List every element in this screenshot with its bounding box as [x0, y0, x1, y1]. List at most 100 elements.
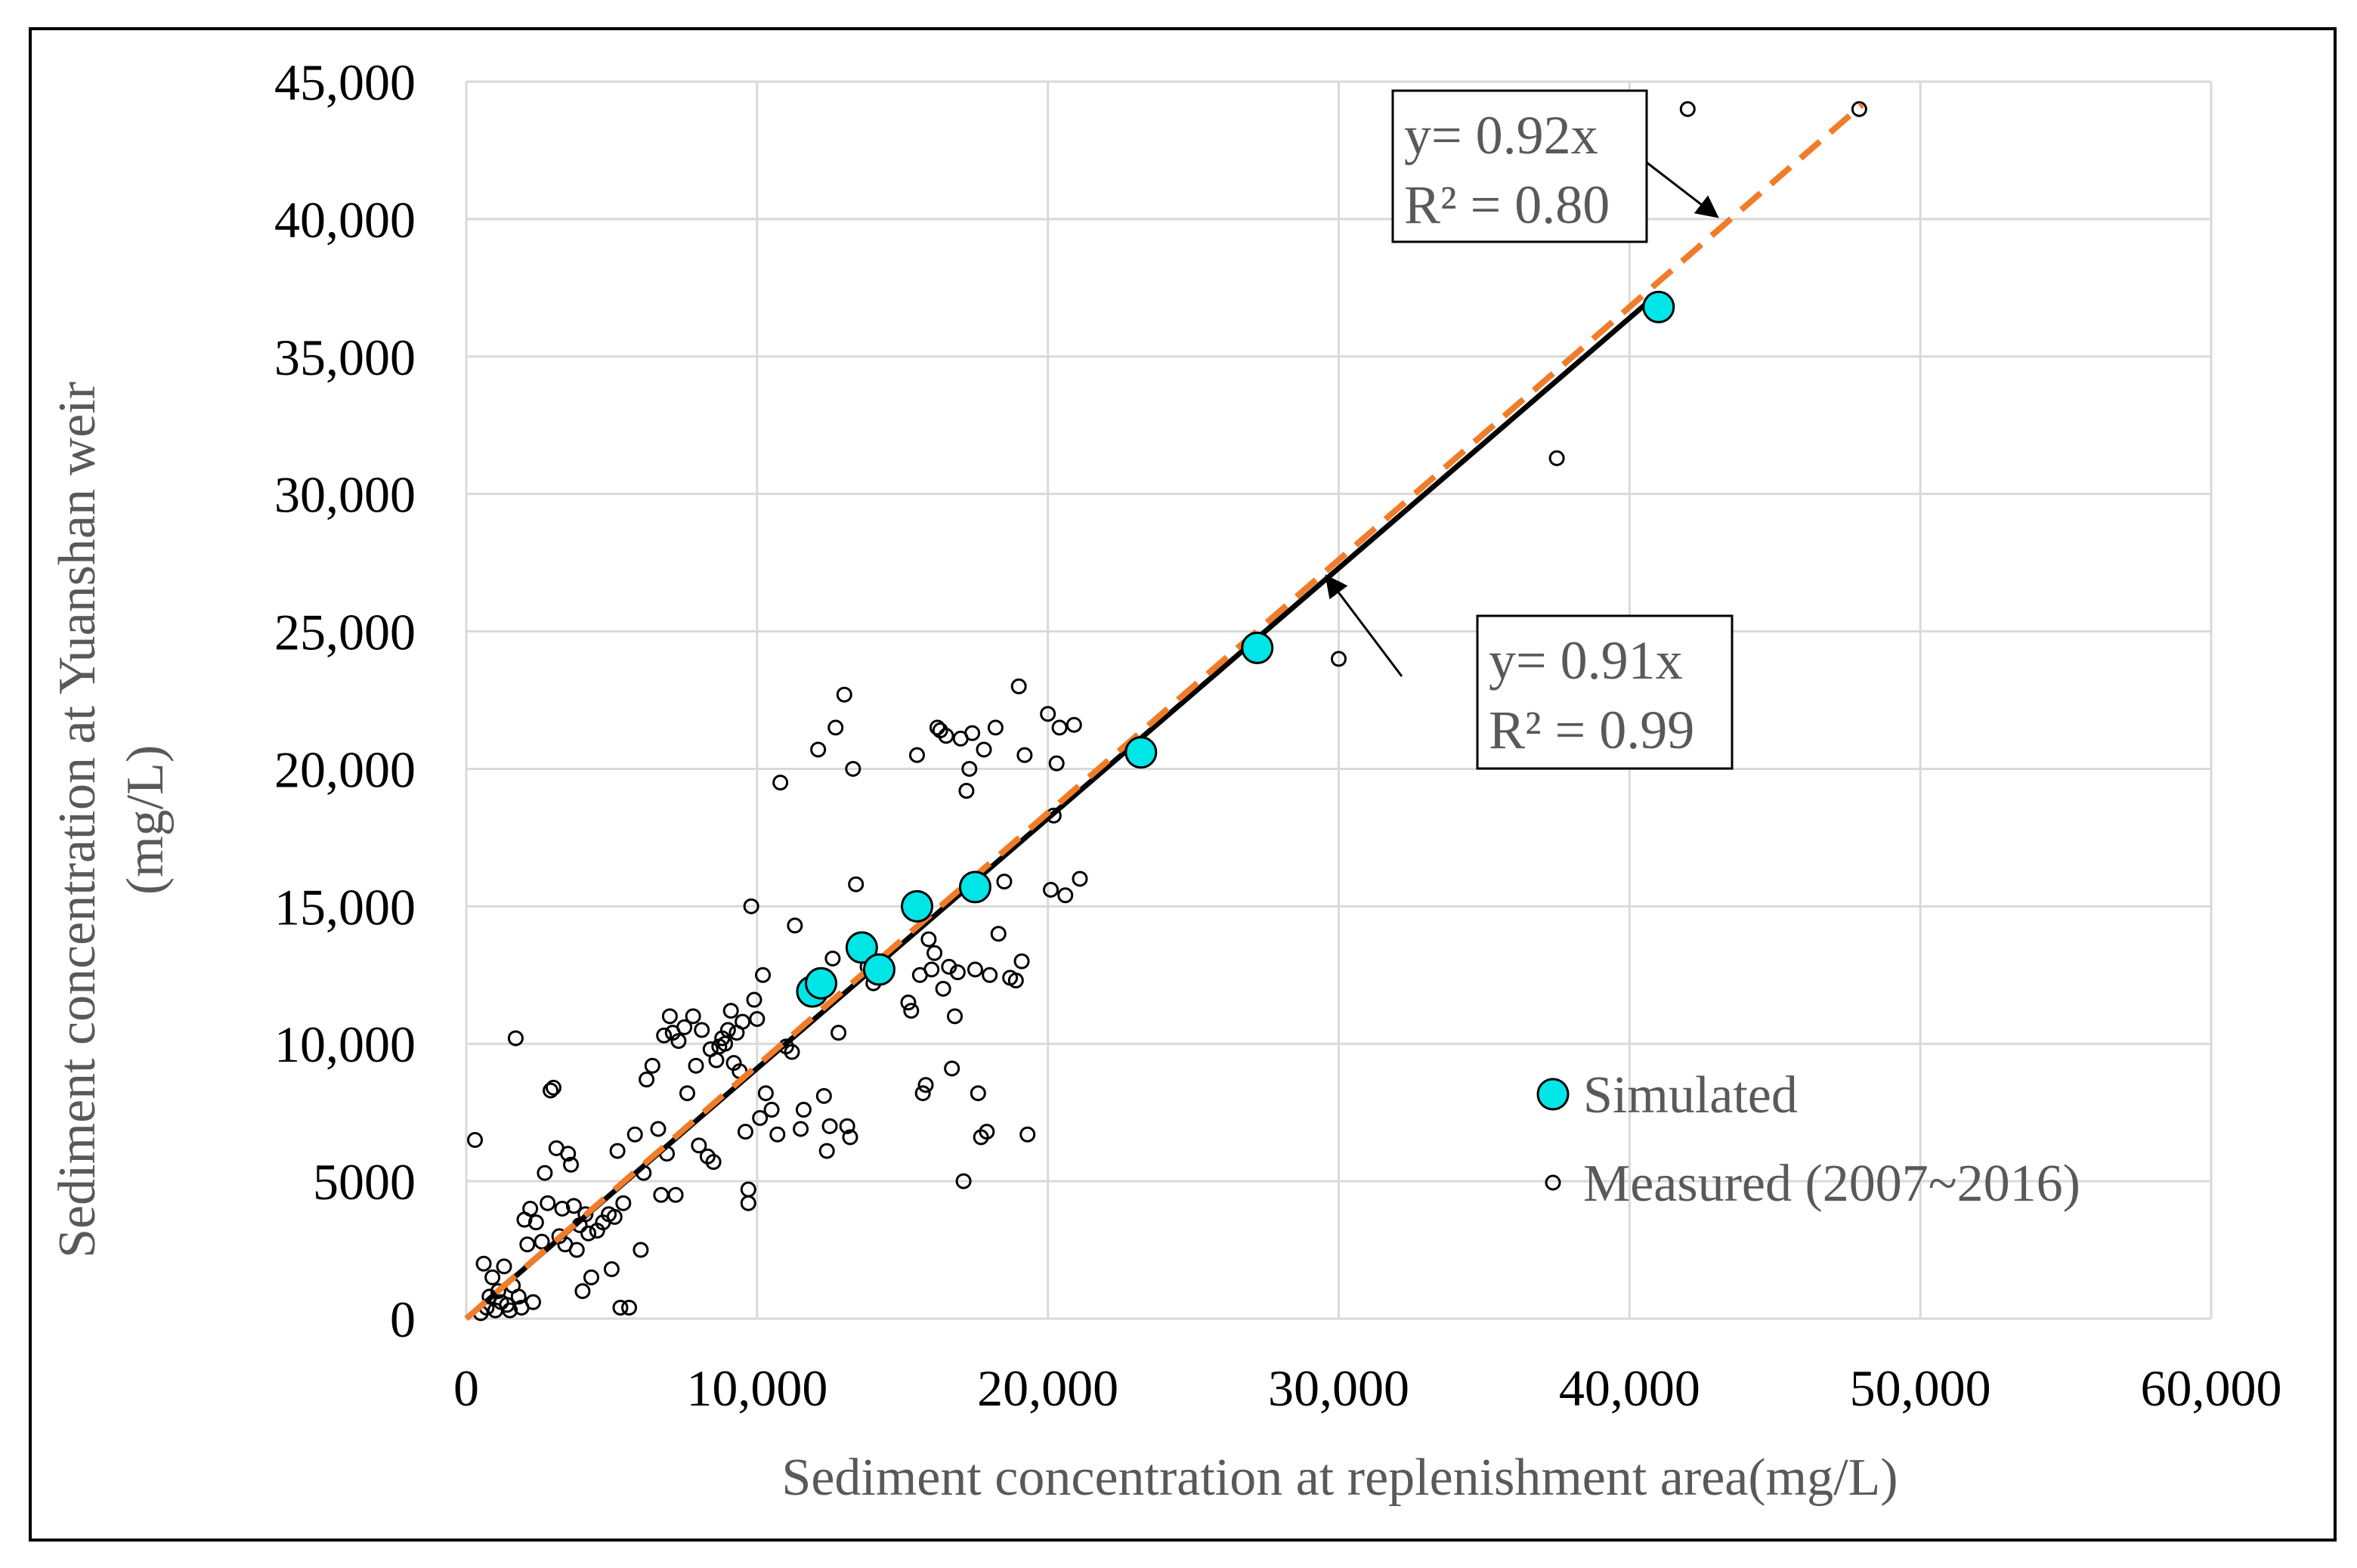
x-tick-label: 10,000 [686, 1359, 827, 1417]
measured-point [484, 1269, 501, 1285]
measured-point [1051, 719, 1068, 736]
measured-point [522, 1200, 539, 1217]
measured-point [970, 1085, 986, 1102]
measured-point [923, 961, 940, 978]
simulated-point [958, 871, 991, 904]
measured-point [842, 1129, 858, 1146]
pointer-arrow-measured [1646, 161, 1719, 218]
y-tick-label: 15,000 [274, 878, 416, 936]
measured-point [827, 719, 844, 736]
measured-point [929, 719, 945, 736]
measured-point [769, 1126, 786, 1143]
measured-point [831, 1025, 847, 1041]
measured-point [772, 775, 789, 791]
measured-point [1016, 747, 1033, 763]
simulated-point [862, 953, 895, 986]
measured-point [900, 994, 917, 1011]
measured-point [603, 1261, 620, 1278]
x-tick-label: 50,000 [1850, 1359, 1991, 1417]
measured-point [577, 1206, 594, 1223]
x-axis-ticks: 0 10,000 20,000 30,000 40,000 50,000 60,000 [453, 1359, 2282, 1417]
measured-point [667, 1186, 684, 1203]
measured-point [949, 964, 966, 981]
equation-measured: y= 0.92x [1404, 105, 1598, 165]
measured-point [735, 1013, 751, 1030]
y-axis-label-line1: Sediment concentration at Yuanshan weir [48, 382, 107, 1258]
measured-point [685, 1008, 701, 1025]
measured-point [525, 1294, 542, 1310]
measured-point [496, 1258, 512, 1275]
measured-point [1010, 678, 1027, 694]
measured-point [1048, 755, 1065, 772]
legend-measured-marker [1545, 1174, 1561, 1191]
measured-point [554, 1200, 571, 1217]
y-tick-label: 30,000 [274, 466, 416, 524]
measured-point [784, 1044, 800, 1060]
measured-point [563, 1156, 580, 1173]
legend-simulated-marker [1536, 1078, 1570, 1111]
equation-box-simulated [1476, 614, 1734, 770]
measured-point [583, 1269, 599, 1285]
measured-point [545, 1079, 561, 1096]
measured-point [964, 725, 981, 741]
x-tick-label: 30,000 [1268, 1359, 1409, 1417]
measured-point [537, 1164, 553, 1181]
x-tick-label: 20,000 [977, 1359, 1118, 1417]
measured-point [527, 1214, 544, 1231]
measured-point [722, 1003, 739, 1019]
measured-point [609, 1143, 626, 1159]
measured-point [644, 1057, 660, 1074]
measured-point [688, 1057, 704, 1074]
measured-point [694, 1022, 710, 1038]
measured-point [540, 1195, 556, 1211]
measured-point [763, 1102, 780, 1118]
measured-point [1007, 973, 1024, 989]
trend-line-measured [464, 102, 1864, 1322]
measured-point [543, 1082, 559, 1099]
pointer-arrow-simulated [1325, 574, 1403, 677]
measured-point [661, 1008, 678, 1025]
measured-point [987, 719, 1004, 736]
grid [465, 80, 2213, 1320]
measured-point [1040, 706, 1056, 722]
measured-point [621, 1299, 638, 1316]
simulated-point [1642, 290, 1675, 323]
measured-point [990, 926, 1007, 942]
measured-point [810, 741, 827, 758]
measured-point [612, 1299, 629, 1316]
measured-point [490, 1283, 506, 1300]
measured-point [1851, 101, 1867, 117]
measured-point [656, 1027, 673, 1044]
measured-point [979, 1124, 995, 1140]
y-tick-label: 0 [390, 1291, 416, 1348]
measured-point [740, 1181, 756, 1198]
measured-point [821, 1118, 838, 1134]
measured-point [743, 898, 759, 914]
simulated-point [845, 931, 878, 964]
simulated-point [1241, 631, 1274, 664]
x-axis-label: Sediment concentration at replenishment … [781, 1449, 1898, 1507]
measured-point [568, 1242, 585, 1258]
measured-points [467, 101, 1867, 1322]
measured-point [679, 1085, 695, 1102]
measured-point [1057, 887, 1074, 904]
measured-point [976, 741, 992, 758]
measured-point [982, 966, 998, 983]
measured-point [1679, 101, 1696, 117]
x-tick-label: 40,000 [1559, 1359, 1700, 1417]
measured-point [510, 1288, 527, 1305]
measured-point [1072, 871, 1088, 887]
measured-point [1066, 716, 1082, 733]
measured-point [719, 1022, 736, 1038]
measured-point [752, 1109, 769, 1126]
measured-point [606, 1208, 623, 1225]
measured-point [626, 1126, 643, 1143]
measured-point [926, 945, 943, 961]
measured-point [787, 917, 803, 934]
r2-simulated: R² = 0.99 [1489, 700, 1694, 760]
measured-point [839, 1118, 855, 1134]
measured-point [565, 1198, 582, 1214]
measured-point [534, 1233, 550, 1250]
measured-point [920, 931, 937, 948]
measured-point [944, 1060, 960, 1077]
